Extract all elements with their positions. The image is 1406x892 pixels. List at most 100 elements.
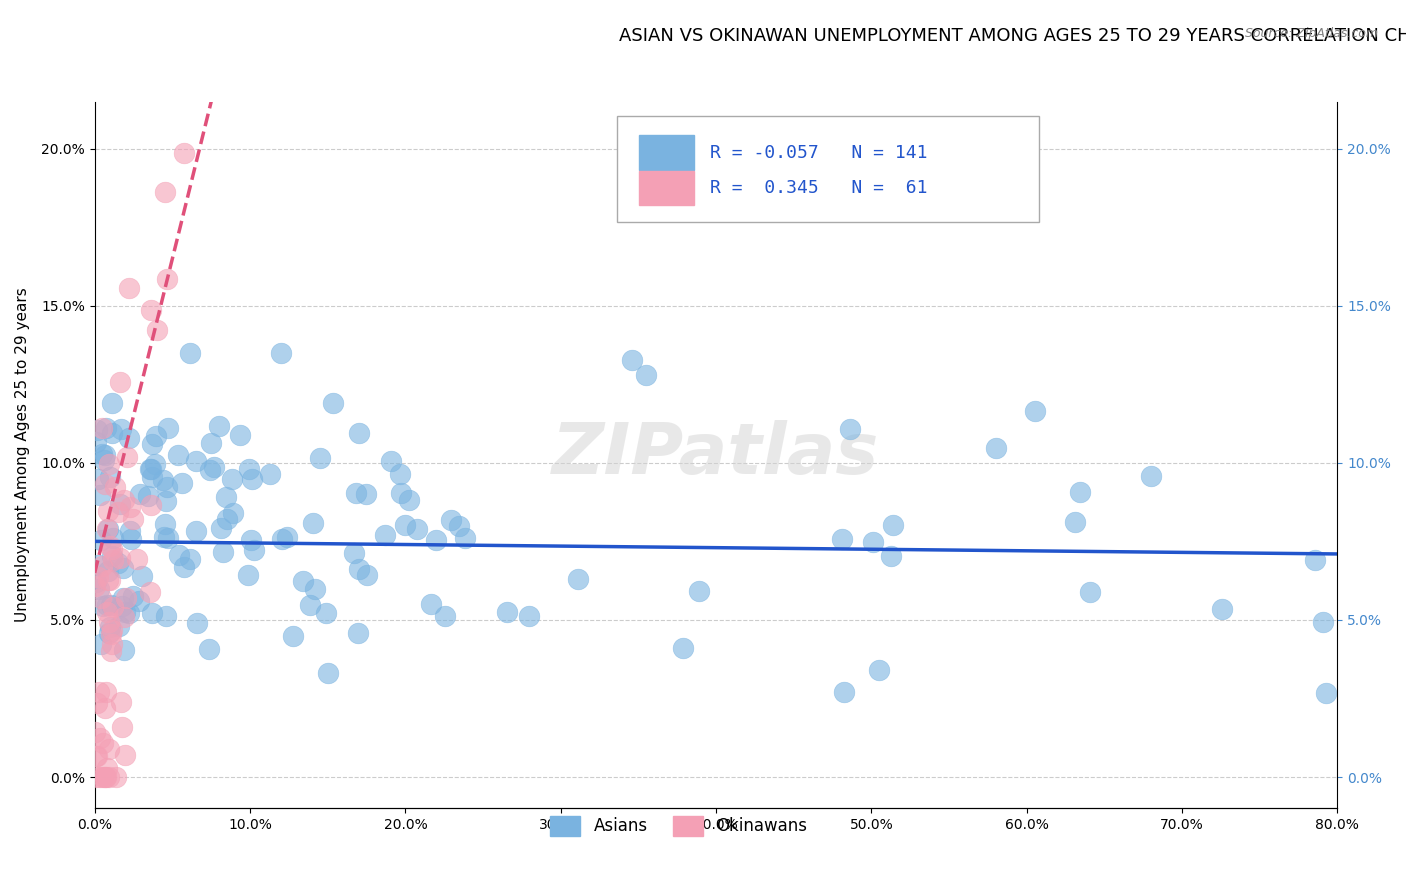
Asians xyxy=(215,512,238,526)
Asians xyxy=(318,665,340,680)
Asians xyxy=(157,421,180,435)
Asians xyxy=(111,560,134,574)
Asians xyxy=(179,346,201,360)
Okinawans xyxy=(98,574,121,588)
Okinawans xyxy=(105,770,128,784)
Asians xyxy=(172,475,194,490)
Okinawans xyxy=(90,591,112,605)
Asians xyxy=(242,472,264,486)
Okinawans xyxy=(139,498,162,512)
Asians xyxy=(152,473,174,487)
Asians xyxy=(1211,602,1233,616)
Asians xyxy=(388,467,411,482)
Asians xyxy=(179,552,201,566)
Asians xyxy=(200,436,222,450)
Okinawans xyxy=(115,591,138,605)
Asians xyxy=(1063,515,1085,529)
Asians xyxy=(94,448,117,462)
Asians xyxy=(141,606,163,620)
Text: ASIAN VS OKINAWAN UNEMPLOYMENT AMONG AGES 25 TO 29 YEARS CORRELATION CHART: ASIAN VS OKINAWAN UNEMPLOYMENT AMONG AGE… xyxy=(619,27,1406,45)
FancyBboxPatch shape xyxy=(638,170,693,205)
Asians xyxy=(406,522,429,536)
Asians xyxy=(672,641,695,656)
Asians xyxy=(688,583,710,598)
Okinawans xyxy=(100,627,122,641)
Asians xyxy=(145,457,167,471)
Asians xyxy=(834,685,856,699)
FancyBboxPatch shape xyxy=(638,136,693,170)
Asians xyxy=(98,626,121,640)
Asians xyxy=(447,518,470,533)
Asians xyxy=(84,434,107,449)
Okinawans xyxy=(112,610,135,624)
Asians xyxy=(101,396,124,410)
Okinawans xyxy=(91,736,114,750)
Asians xyxy=(90,533,112,547)
Asians xyxy=(103,531,125,545)
Okinawans xyxy=(87,570,110,584)
Asians xyxy=(1315,686,1337,700)
Asians xyxy=(156,480,179,494)
Asians xyxy=(229,428,252,442)
Asians xyxy=(128,593,150,607)
Okinawans xyxy=(94,770,117,784)
Asians xyxy=(636,368,658,382)
Asians xyxy=(259,467,281,481)
Asians xyxy=(1312,615,1334,629)
Okinawans xyxy=(86,749,108,764)
Asians xyxy=(118,606,141,620)
Asians xyxy=(215,490,238,504)
Okinawans xyxy=(98,615,121,630)
Okinawans xyxy=(146,323,169,337)
Asians xyxy=(398,492,420,507)
Asians xyxy=(110,421,132,435)
Asians xyxy=(128,487,150,501)
Asians xyxy=(343,546,366,560)
Asians xyxy=(1139,468,1161,483)
Asians xyxy=(101,549,124,563)
Asians xyxy=(425,533,447,548)
Asians xyxy=(98,469,121,483)
Okinawans xyxy=(156,271,179,285)
Asians xyxy=(198,642,221,657)
Asians xyxy=(186,615,208,630)
Asians xyxy=(984,441,1007,455)
Okinawans xyxy=(86,696,108,710)
Okinawans xyxy=(89,685,111,699)
Okinawans xyxy=(94,700,117,714)
Asians xyxy=(238,461,260,475)
Asians xyxy=(91,599,114,614)
Asians xyxy=(107,556,129,570)
Asians xyxy=(96,598,118,612)
Asians xyxy=(347,426,370,441)
Asians xyxy=(136,489,159,503)
Asians xyxy=(139,462,162,476)
Okinawans xyxy=(112,492,135,507)
Asians xyxy=(100,598,122,612)
Okinawans xyxy=(173,146,195,161)
Asians xyxy=(156,531,179,545)
Asians xyxy=(111,591,134,606)
Okinawans xyxy=(108,551,131,566)
Asians xyxy=(209,521,232,535)
Okinawans xyxy=(91,558,114,573)
Asians xyxy=(291,574,314,589)
Asians xyxy=(87,558,110,573)
Okinawans xyxy=(89,731,111,746)
FancyBboxPatch shape xyxy=(617,116,1039,222)
Asians xyxy=(354,486,377,500)
Asians xyxy=(346,625,368,640)
Okinawans xyxy=(97,742,120,756)
Asians xyxy=(145,429,167,443)
Asians xyxy=(118,431,141,445)
Asians xyxy=(173,559,195,574)
Okinawans xyxy=(96,761,118,775)
Okinawans xyxy=(139,585,162,599)
Okinawans xyxy=(96,522,118,536)
Okinawans xyxy=(118,500,141,514)
Okinawans xyxy=(103,480,125,494)
Okinawans xyxy=(84,770,107,784)
Asians xyxy=(222,506,245,520)
Asians xyxy=(322,396,344,410)
Okinawans xyxy=(103,553,125,567)
